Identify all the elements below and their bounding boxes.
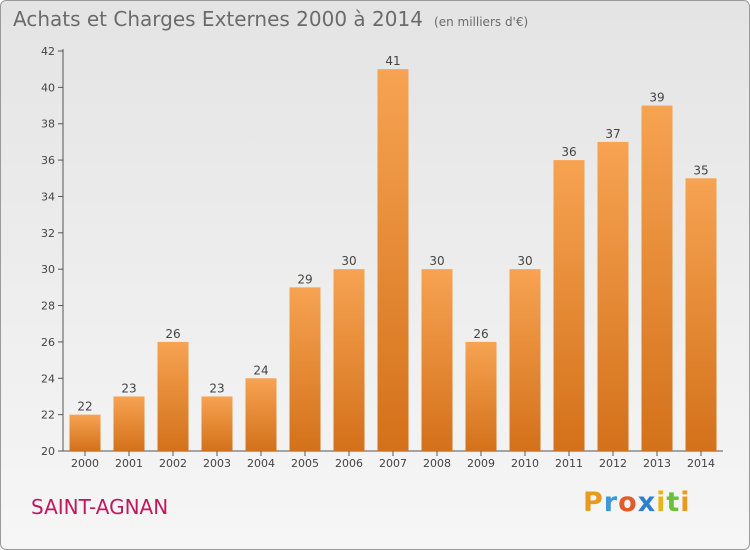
- y-tick-label: 32: [41, 227, 55, 240]
- bar: [157, 341, 189, 451]
- bar-value-label: 26: [165, 327, 180, 341]
- x-tick-label: 2013: [643, 457, 671, 470]
- bars: 22 23 26 23 24 29 30 41 30 26 30 36 37 39 35: [69, 54, 717, 452]
- bar-value-label: 22: [77, 400, 92, 414]
- bar-value-label: 30: [429, 254, 444, 268]
- axes: 20 22 24 26 28 30 32 34 36 38 40 42 2000 2001 2002 2003…: [41, 45, 723, 470]
- x-tick-label: 2011: [555, 457, 583, 470]
- bar: [245, 378, 277, 451]
- y-tick-label: 36: [41, 154, 55, 167]
- bar: [553, 160, 585, 451]
- y-tick-label: 40: [41, 81, 55, 94]
- bar: [597, 141, 629, 451]
- brand-letter: t: [666, 487, 681, 518]
- brand-letter: x: [637, 487, 657, 518]
- x-tick-label: 2004: [247, 457, 275, 470]
- x-tick-label: 2000: [71, 457, 99, 470]
- y-tick-label: 26: [41, 336, 55, 349]
- bar: [377, 69, 409, 451]
- x-tick-label: 2003: [203, 457, 231, 470]
- y-tick-label: 38: [41, 118, 55, 131]
- brand-letter: i: [680, 487, 691, 518]
- x-tick-label: 2001: [115, 457, 143, 470]
- chart-title: Achats et Charges Externes 2000 à 2014: [13, 7, 423, 31]
- x-tick-label: 2010: [511, 457, 539, 470]
- y-tick-label: 24: [41, 372, 55, 385]
- bar-value-label: 37: [605, 127, 620, 141]
- bar: [465, 341, 497, 451]
- x-tick-label: 2009: [467, 457, 495, 470]
- bar: [113, 396, 145, 451]
- bar-value-label: 35: [693, 163, 708, 177]
- chart-title-block: Achats et Charges Externes 2000 à 2014 (…: [13, 7, 528, 31]
- bar: [685, 178, 717, 452]
- proxiti-logo[interactable]: Proxiti: [583, 487, 691, 518]
- y-tick-label: 34: [41, 190, 55, 203]
- bar-value-label: 30: [341, 254, 356, 268]
- y-tick-label: 30: [41, 263, 55, 276]
- y-tick-label: 20: [41, 445, 55, 458]
- y-tick-label: 28: [41, 300, 55, 313]
- bar-value-label: 29: [297, 272, 312, 286]
- x-tick-label: 2012: [599, 457, 627, 470]
- bar: [289, 287, 321, 451]
- bar: [333, 269, 365, 451]
- bar-value-label: 23: [209, 381, 224, 395]
- bar: [69, 414, 101, 451]
- x-tick-label: 2014: [687, 457, 715, 470]
- x-tick-label: 2007: [379, 457, 407, 470]
- bar: [201, 396, 233, 451]
- y-tick-label: 42: [41, 45, 55, 58]
- y-tick-label: 22: [41, 409, 55, 422]
- x-tick-label: 2005: [291, 457, 319, 470]
- bar-value-label: 36: [561, 145, 576, 159]
- bar-value-label: 30: [517, 254, 532, 268]
- bar: [641, 105, 673, 451]
- brand-letter: P: [583, 487, 604, 518]
- x-tick-label: 2002: [159, 457, 187, 470]
- x-tick-label: 2008: [423, 457, 451, 470]
- chart-unit: (en milliers d'€): [434, 15, 529, 29]
- bar-value-label: 23: [121, 381, 136, 395]
- brand-letter: o: [618, 487, 638, 518]
- bar-value-label: 39: [649, 91, 664, 105]
- brand-letter: r: [603, 487, 619, 518]
- x-tick-label: 2006: [335, 457, 363, 470]
- bar-value-label: 24: [253, 363, 268, 377]
- brand-letter: i: [656, 487, 667, 518]
- bar-value-label: 41: [385, 54, 400, 68]
- bar: [509, 269, 541, 451]
- commune-name: SAINT-AGNAN: [31, 495, 169, 519]
- bar-value-label: 26: [473, 327, 488, 341]
- bar: [421, 269, 453, 451]
